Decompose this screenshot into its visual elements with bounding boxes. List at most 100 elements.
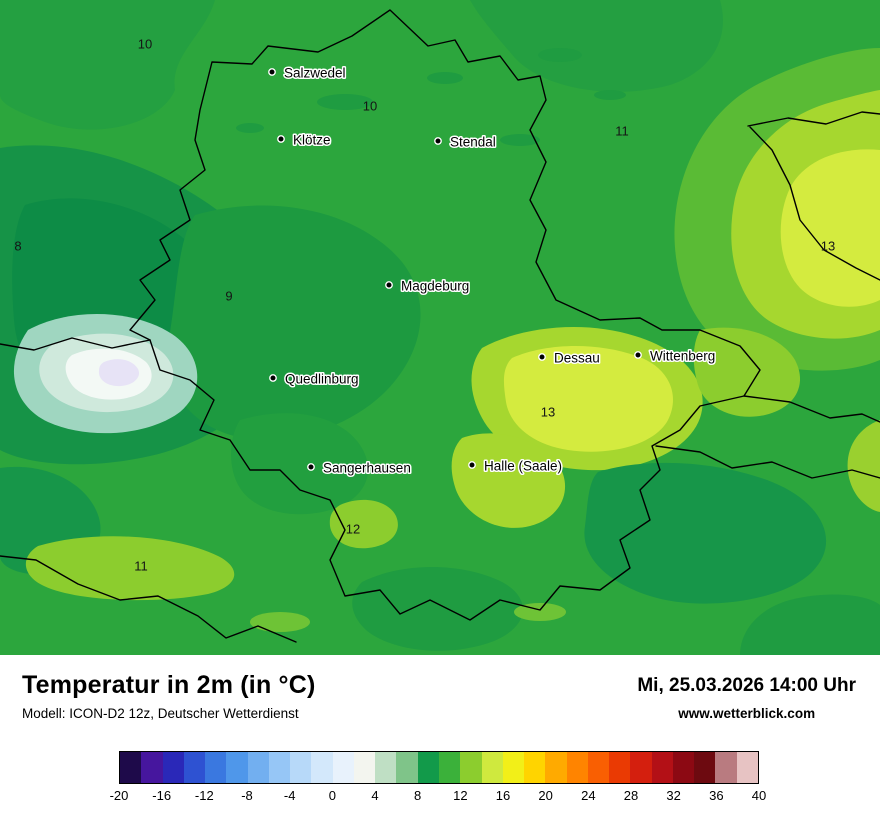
city-label: Dessau bbox=[554, 351, 600, 366]
city-marker: Stendal bbox=[434, 133, 497, 151]
legend-color-segment bbox=[311, 752, 333, 783]
legend-tick-label: -20 bbox=[109, 788, 129, 803]
temperature-value-label: 10 bbox=[138, 37, 152, 52]
city-dot bbox=[434, 137, 442, 145]
state-border bbox=[129, 9, 761, 621]
city-dot bbox=[269, 374, 277, 382]
city-marker: Salzwedel bbox=[268, 64, 347, 82]
temperature-value-label: 8 bbox=[14, 239, 21, 254]
legend-color-segment bbox=[226, 752, 248, 783]
temperature-legend: -20 -16 -12 -8 -4 0 4 8 12 16 20 24 28 32 36 40 bbox=[110, 751, 767, 804]
legend-color-segment bbox=[417, 752, 439, 783]
legend-tick-label: 12 bbox=[453, 788, 468, 803]
city-dot bbox=[538, 353, 546, 361]
legend-color-segment bbox=[694, 752, 716, 783]
legend-color-segment bbox=[332, 752, 354, 783]
city-marker: Magdeburg bbox=[385, 277, 471, 295]
city-label: Stendal bbox=[450, 135, 496, 150]
footer-left: Temperatur in 2m (in °C) Modell: ICON-D2… bbox=[22, 671, 316, 721]
legend-color-segment bbox=[120, 752, 142, 783]
legend-tick-label: 24 bbox=[581, 788, 596, 803]
legend-color-segment bbox=[609, 752, 631, 783]
temperature-value-label: 11 bbox=[615, 124, 629, 139]
legend-color-segment bbox=[247, 752, 269, 783]
city-label: Magdeburg bbox=[401, 279, 469, 294]
border-southeast bbox=[655, 445, 880, 479]
temperature-value-label: 13 bbox=[541, 405, 555, 420]
legend-tick-label: 32 bbox=[666, 788, 681, 803]
legend-color-segment bbox=[502, 752, 525, 783]
legend-color-segment bbox=[587, 752, 610, 783]
legend-color-segment bbox=[205, 752, 227, 783]
city-marker: Sangerhausen bbox=[307, 459, 412, 477]
footer-right: Mi, 25.03.2026 14:00 Uhr www.wetterblick… bbox=[637, 671, 856, 721]
legend-color-segment bbox=[630, 752, 652, 783]
legend-color-segment bbox=[481, 752, 503, 783]
temperature-value-label: 9 bbox=[225, 289, 232, 304]
legend-color-segment bbox=[162, 752, 184, 783]
legend-tick-label: -8 bbox=[241, 788, 253, 803]
legend-color-bar bbox=[119, 751, 759, 784]
border-east bbox=[749, 126, 880, 281]
temperature-labels-layer: 10 10 11 8 13 9 13 12 11 bbox=[14, 37, 835, 574]
legend-color-segment bbox=[438, 752, 461, 783]
legend-tick-label: 4 bbox=[371, 788, 379, 803]
legend-color-segment bbox=[375, 752, 397, 783]
city-marker: Dessau bbox=[538, 349, 601, 367]
legend-tick-label: -4 bbox=[283, 788, 296, 803]
legend-color-segment bbox=[460, 752, 482, 783]
temperature-value-label: 10 bbox=[363, 99, 377, 114]
city-dot bbox=[277, 135, 285, 143]
city-marker: Quedlinburg bbox=[269, 370, 360, 388]
city-label: Salzwedel bbox=[284, 66, 346, 81]
city-markers-layer: Salzwedel Klötze Stendal Magdeburg Quedlinbu… bbox=[268, 64, 717, 477]
legend-color-segment bbox=[396, 752, 418, 783]
temperature-map: 10 10 11 8 13 9 13 12 11 Salzwedel Klötze Stendal M… bbox=[0, 0, 880, 655]
city-marker: Halle (Saale) bbox=[468, 457, 564, 475]
temperature-value-label: 13 bbox=[821, 239, 835, 254]
city-dot bbox=[307, 463, 315, 471]
legend-tick-label: 40 bbox=[751, 788, 767, 803]
temperature-value-label: 12 bbox=[346, 522, 360, 537]
city-dot bbox=[268, 68, 276, 76]
legend-color-segment bbox=[290, 752, 312, 783]
border-layer bbox=[0, 9, 880, 643]
legend-color-segment bbox=[715, 752, 737, 783]
city-marker: Wittenberg bbox=[634, 347, 717, 365]
legend-tick-label: 20 bbox=[538, 788, 553, 803]
border-northeast bbox=[747, 111, 880, 127]
city-label: Klötze bbox=[293, 133, 331, 148]
legend-color-segment bbox=[545, 752, 567, 783]
city-dot bbox=[634, 351, 642, 359]
city-label: Sangerhausen bbox=[323, 461, 411, 476]
city-label: Quedlinburg bbox=[285, 372, 359, 387]
legend-color-segment bbox=[268, 752, 291, 783]
legend-tick-label: 36 bbox=[709, 788, 724, 803]
legend-tick-label: -12 bbox=[194, 788, 214, 803]
border-southeast2 bbox=[743, 395, 880, 423]
city-label: Wittenberg bbox=[650, 349, 715, 364]
legend-color-segment bbox=[353, 752, 376, 783]
map-title: Temperatur in 2m (in °C) bbox=[22, 671, 316, 699]
city-label: Halle (Saale) bbox=[484, 459, 562, 474]
legend-color-segment bbox=[524, 752, 546, 783]
legend-color-segment bbox=[566, 752, 588, 783]
legend-tick-label: 8 bbox=[414, 788, 422, 803]
city-marker: Klötze bbox=[277, 131, 332, 149]
map-footer: Temperatur in 2m (in °C) Modell: ICON-D2… bbox=[0, 655, 880, 830]
legend-tick-label: 0 bbox=[328, 788, 336, 803]
legend-tick-label: -16 bbox=[152, 788, 172, 803]
legend-color-segment bbox=[141, 752, 163, 783]
legend-tick-label: 16 bbox=[495, 788, 511, 803]
border-southwest bbox=[0, 555, 297, 643]
terrain-layer bbox=[0, 0, 880, 655]
legend-color-segment bbox=[736, 752, 758, 783]
city-dot bbox=[468, 461, 476, 469]
website-text: www.wetterblick.com bbox=[678, 706, 816, 721]
model-info: Modell: ICON-D2 12z, Deutscher Wetterdie… bbox=[22, 706, 299, 721]
legend-color-segment bbox=[651, 752, 673, 783]
border-west-harz bbox=[0, 337, 151, 351]
legend-tick-labels: -20 -16 -12 -8 -4 0 4 8 12 16 20 24 28 32 36 40 bbox=[110, 788, 767, 804]
temperature-value-label: 11 bbox=[134, 559, 148, 574]
